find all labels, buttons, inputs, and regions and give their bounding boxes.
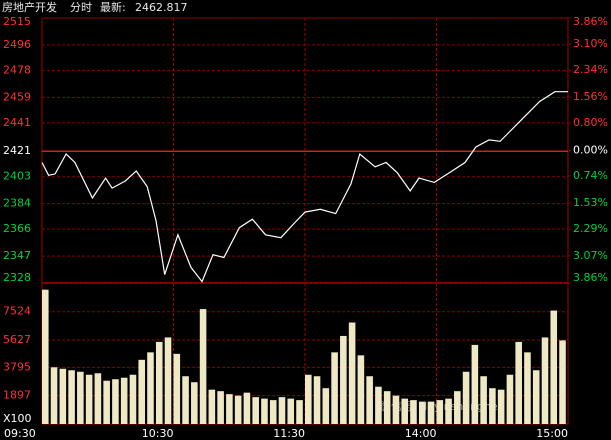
- volume-bar: [138, 359, 146, 424]
- volume-bar: [252, 397, 259, 424]
- y2-tick-label: 0.80%: [573, 116, 608, 129]
- volume-bar: [410, 400, 417, 424]
- y2-tick-label: 1.56%: [573, 90, 608, 103]
- volume-bar: [418, 401, 426, 424]
- volume-bar: [340, 335, 347, 424]
- volume-bar: [348, 322, 356, 424]
- volume-bar: [94, 373, 102, 424]
- chart-subtitle: 分时: [70, 1, 92, 14]
- volume-bar: [120, 377, 128, 424]
- volume-bar: [269, 400, 277, 424]
- volume-bar: [313, 376, 321, 424]
- volume-bar: [112, 379, 119, 424]
- x-tick-label: 11:30: [273, 427, 305, 440]
- volume-bar: [366, 376, 373, 424]
- volume-bar: [532, 370, 540, 424]
- volume-bar: [147, 352, 154, 424]
- volume-bar: [559, 340, 566, 424]
- volume-bar: [287, 398, 295, 424]
- y-tick-label: 2328: [3, 271, 31, 284]
- volume-bar: [217, 391, 224, 424]
- volume-bar: [261, 398, 268, 424]
- latest-label: 最新:: [100, 0, 126, 14]
- volume-bar: [68, 370, 75, 424]
- volume-bar: [506, 374, 514, 424]
- y-tick-label: 2347: [3, 249, 31, 262]
- volume-bar: [331, 352, 338, 424]
- volume-bar: [383, 391, 391, 424]
- price-line: [41, 91, 568, 283]
- volume-bar: [50, 367, 58, 424]
- volume-bar: [524, 352, 531, 424]
- volume-bar: [59, 368, 67, 424]
- volume-bar: [392, 395, 400, 424]
- volume-bar: [445, 398, 452, 424]
- y-tick-label: 2441: [3, 116, 31, 129]
- volume-bar: [497, 389, 505, 424]
- volume-bar: [226, 394, 233, 424]
- volume-bar: [480, 376, 487, 424]
- x-tick-label: 10:30: [142, 427, 174, 440]
- volume-bar: [155, 341, 163, 424]
- y-tick-label: 2515: [3, 15, 31, 28]
- y-tick-label: 2421: [3, 144, 31, 157]
- y-tick-label: 2478: [3, 63, 31, 76]
- volume-bar: [515, 341, 522, 424]
- y2-tick-label: 0.74%: [573, 169, 608, 182]
- volume-bar: [77, 371, 84, 424]
- volume-bar: [541, 337, 549, 424]
- volume-bar: [129, 374, 137, 424]
- y2-tick-label: 3.86%: [573, 271, 608, 284]
- y-tick-label: 1897: [3, 389, 31, 402]
- volume-bar: [401, 398, 409, 424]
- chart-title: 房地产开发: [2, 0, 57, 14]
- volume-bar: [322, 388, 330, 424]
- volume-bar: [454, 391, 461, 424]
- volume-bar: [375, 386, 382, 424]
- volume-bar: [103, 380, 110, 424]
- y-tick-label: 2459: [3, 90, 31, 103]
- volume-bar: [296, 400, 303, 424]
- volume-bar: [42, 289, 49, 424]
- volume-bar: [208, 389, 216, 424]
- volume-bar: [427, 401, 435, 424]
- y-tick-label: 2366: [3, 222, 31, 235]
- volume-bar: [191, 382, 198, 424]
- y-tick-label: 2384: [3, 197, 31, 210]
- y-tick-label: 3795: [3, 360, 31, 373]
- volume-bar: [357, 355, 365, 424]
- y-tick-label: 2403: [3, 170, 31, 183]
- y2-tick-label: 3.10%: [573, 37, 608, 50]
- volume-bar: [199, 309, 207, 424]
- y2-tick-label: 2.29%: [573, 222, 608, 235]
- volume-bar: [471, 344, 479, 424]
- volume-bar: [305, 374, 312, 424]
- volume-bar: [85, 374, 93, 424]
- volume-bar: [173, 353, 181, 424]
- volume-bar: [182, 376, 189, 424]
- y-tick-label: 2496: [3, 38, 31, 51]
- volume-bar: [550, 310, 558, 424]
- y2-tick-label: 2.34%: [573, 63, 608, 76]
- volume-bar: [436, 400, 444, 424]
- latest-value: 2462.817: [135, 1, 188, 14]
- volume-bar: [243, 392, 251, 424]
- y-tick-label: 5627: [3, 333, 31, 346]
- x-tick-label: 09:30: [4, 427, 36, 440]
- volume-bar: [164, 337, 172, 424]
- y-tick-label: X100: [3, 412, 32, 425]
- volume-bar: [489, 388, 496, 424]
- x-tick-label: 15:00: [536, 427, 568, 440]
- volume-bar: [234, 395, 242, 424]
- y2-tick-label: 3.86%: [573, 15, 608, 28]
- y2-tick-label: 0.00%: [573, 144, 608, 157]
- volume-bar: [278, 397, 286, 424]
- y2-tick-label: 3.07%: [573, 249, 608, 262]
- x-tick-label: 14:00: [405, 427, 437, 440]
- volume-bar: [462, 371, 470, 424]
- y-tick-label: 7524: [3, 305, 31, 318]
- y2-tick-label: 1.53%: [573, 196, 608, 209]
